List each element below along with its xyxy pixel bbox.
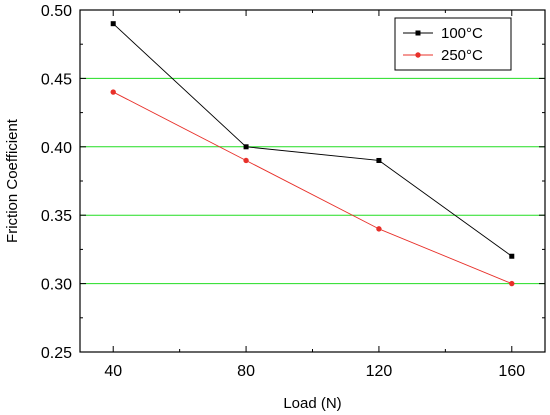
series-1-point-3 xyxy=(509,280,515,287)
y-tick-label-5: 0.50 xyxy=(41,3,72,20)
x-tick-label-3: 160 xyxy=(498,363,525,380)
axis-ticks: 0.25 0.30 0.35 0.40 0.45 0.50 40 80 120 160 xyxy=(41,3,545,380)
series-0-point-1 xyxy=(243,144,249,150)
legend-label-1: 250°C xyxy=(441,47,483,64)
series-1-point-1 xyxy=(243,157,249,164)
series-1-point-0 xyxy=(110,89,116,95)
y-tick-label-0: 0.25 xyxy=(41,345,72,362)
series-line-0 xyxy=(112,23,513,257)
x-tick-label-2: 120 xyxy=(366,363,393,380)
y-tick-label-2: 0.35 xyxy=(41,208,72,225)
series-0-point-0 xyxy=(110,21,116,27)
x-tick-label-1: 80 xyxy=(237,363,255,380)
legend-box xyxy=(394,17,512,71)
legend: 100°C 250°C xyxy=(394,17,512,71)
y-tick-label-1: 0.30 xyxy=(41,277,72,294)
series-1-point-2 xyxy=(376,226,382,232)
legend-marker-1 xyxy=(415,52,421,58)
x-tick-label-0: 40 xyxy=(104,363,122,380)
series-layer xyxy=(110,21,515,287)
series-0-point-3 xyxy=(509,253,515,259)
legend-label-0: 100°C xyxy=(441,25,483,42)
gridlines xyxy=(80,77,545,285)
y-tick-label-4: 0.45 xyxy=(41,71,72,88)
series-line-1 xyxy=(113,91,512,285)
x-axis-title: Load (N) xyxy=(283,395,341,412)
y-tick-label-3: 0.40 xyxy=(41,140,72,157)
series-0-point-2 xyxy=(376,157,382,163)
legend-marker-0 xyxy=(415,30,421,36)
y-axis-title: Friction Coefficient xyxy=(4,118,21,243)
